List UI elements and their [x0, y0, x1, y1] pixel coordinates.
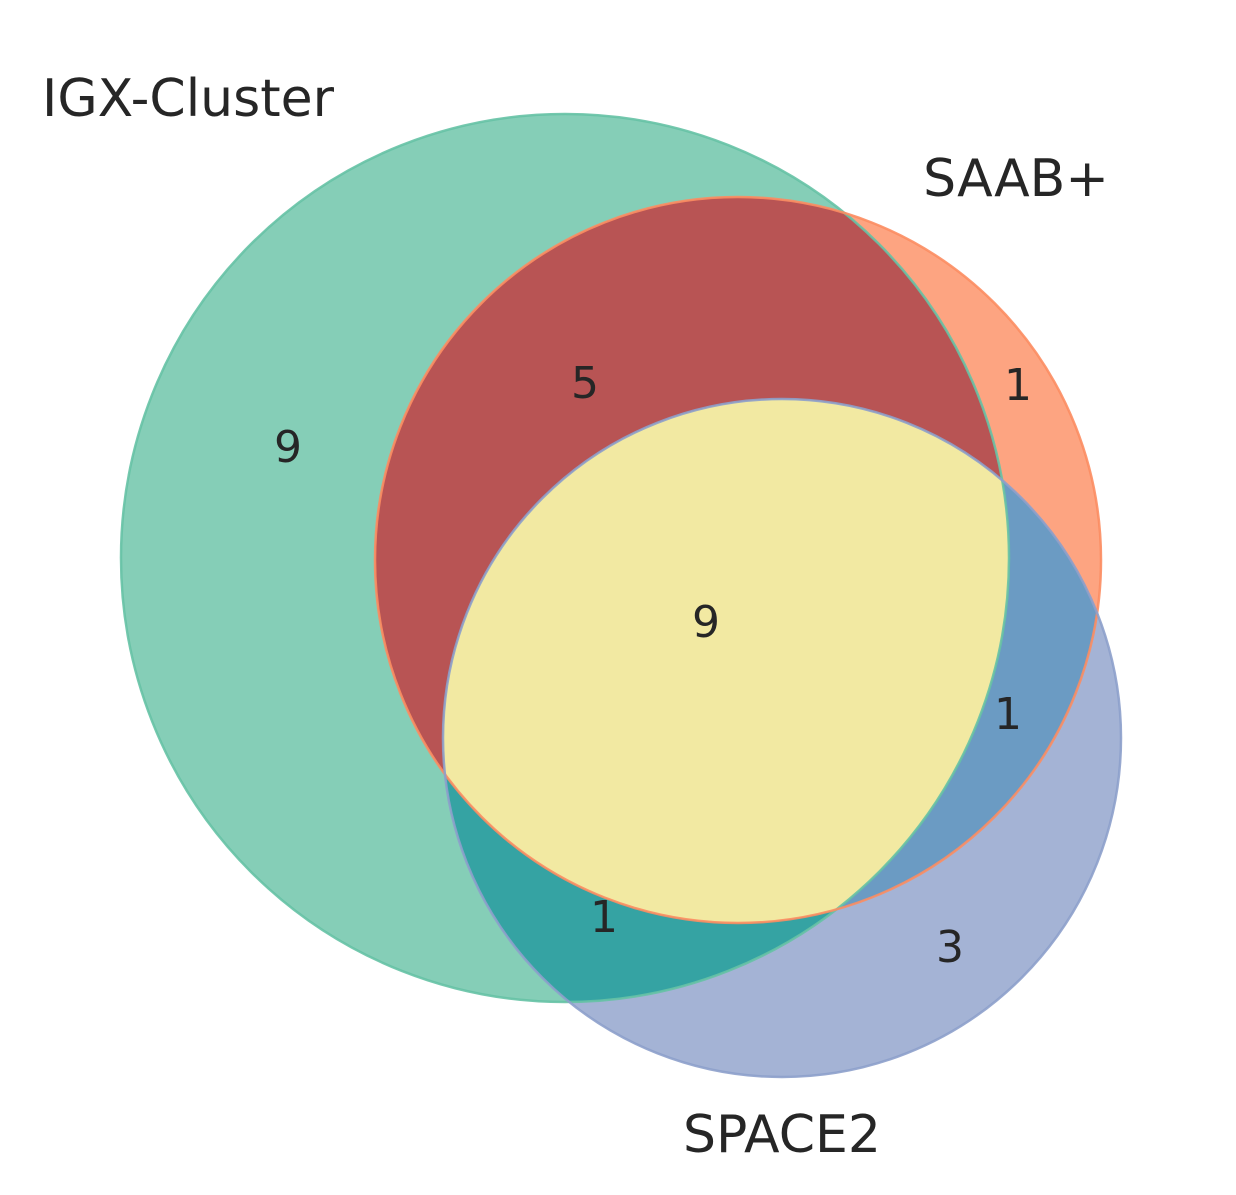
- space2-only-count: 3: [936, 922, 964, 973]
- saab-outline: [373, 195, 1103, 925]
- igx-cluster-label: IGX-Cluster: [42, 69, 335, 129]
- saab-space2-count: 1: [994, 689, 1022, 740]
- space2-label: SPACE2: [683, 1105, 881, 1165]
- igx-cluster-outline: [119, 112, 1011, 1004]
- igx-space2-count: 1: [590, 892, 618, 943]
- all-sets-count: 9: [692, 597, 720, 648]
- igx-only-count: 9: [274, 422, 302, 473]
- space2-outline: [441, 397, 1123, 1079]
- saab-only-count: 1: [1004, 360, 1032, 411]
- igx-saab-count: 5: [571, 358, 599, 409]
- saab-label: SAAB+: [923, 149, 1109, 209]
